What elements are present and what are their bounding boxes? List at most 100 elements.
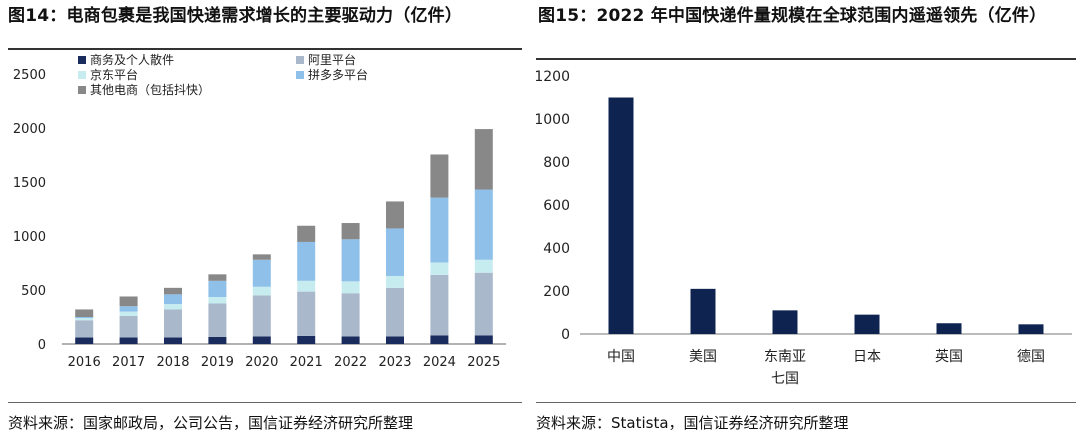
left-bar-segment-2018-s3 — [164, 294, 182, 305]
right-x-tick-label: 德国 — [1017, 349, 1045, 365]
right-y-tick-label: 200 — [543, 284, 570, 300]
right-chart-title: 图15：2022 年中国快递件量规模在全球范围内遥遥领先（亿件） — [538, 6, 1047, 26]
left-x-tick-label: 2022 — [334, 355, 367, 370]
left-bar-segment-2018-s0 — [164, 337, 182, 344]
left-x-tick-label: 2023 — [378, 355, 411, 370]
left-bar-segment-2024-s3 — [430, 197, 449, 263]
right-source-rule — [536, 402, 1076, 403]
right-y-tick-label: 800 — [543, 155, 570, 171]
right-y-tick-label: 400 — [543, 241, 570, 257]
left-legend-swatch-0 — [78, 56, 86, 64]
left-bar-segment-2022-s2 — [341, 281, 360, 294]
left-bar-segment-2024-s2 — [430, 262, 449, 275]
left-bar-segment-2016-s0 — [75, 337, 94, 344]
right-title-rule — [536, 58, 1076, 60]
left-bar-segment-2021-s3 — [297, 241, 316, 281]
left-bar-segment-2017-s2 — [119, 311, 138, 316]
left-x-tick-label: 2021 — [290, 355, 323, 370]
right-bar-东南亚七国 — [772, 310, 798, 334]
left-bar-segment-2023-s4 — [386, 201, 404, 229]
left-y-tick-label: 2500 — [13, 68, 46, 83]
left-legend-label-3: 拼多多平台 — [308, 67, 368, 82]
left-bar-segment-2019-s3 — [208, 280, 227, 298]
left-bar-segment-2024-s0 — [430, 335, 449, 344]
left-x-tick-label: 2020 — [245, 355, 278, 370]
left-bar-segment-2023-s2 — [386, 275, 404, 288]
right-y-tick-label: 600 — [543, 198, 570, 214]
left-bar-segment-2022-s0 — [341, 336, 360, 344]
left-bar-segment-2016-s4 — [75, 309, 94, 317]
left-bar-segment-2020-s4 — [252, 254, 271, 260]
left-stacked-bar-chart: 0 500 1000 1500 2000 2500 2016 2017 2018 2019 2020… — [13, 52, 506, 370]
left-bar-segment-2020-s1 — [252, 295, 271, 337]
right-bar-美国 — [690, 288, 716, 334]
left-bar-segment-2024-s4 — [430, 154, 449, 198]
left-y-tick-label: 2000 — [13, 122, 46, 137]
left-x-tick-label: 2019 — [201, 355, 234, 370]
left-bar-segment-2025-s2 — [474, 259, 493, 273]
left-bar-segment-2022-s1 — [341, 293, 360, 337]
left-bar-segment-2016-s3 — [75, 317, 94, 319]
right-y-tick-label: 1000 — [536, 112, 570, 128]
left-bar-segment-2019-s0 — [208, 336, 227, 344]
left-bar-segment-2020-s3 — [252, 259, 271, 287]
right-x-tick-label: 美国 — [689, 349, 717, 365]
left-title-rule — [8, 48, 522, 50]
left-x-tick-label: 2024 — [423, 355, 456, 370]
left-bar-segment-2021-s1 — [297, 291, 316, 336]
left-bar-segment-2016-s2 — [75, 318, 94, 321]
left-bar-segment-2017-s3 — [119, 306, 138, 312]
left-bar-segment-2017-s1 — [119, 315, 138, 338]
left-bar-segment-2020-s2 — [252, 286, 271, 296]
left-bar-segment-2021-s4 — [297, 225, 316, 242]
left-bar-segment-2019-s2 — [208, 297, 227, 304]
right-y-tick-label: 1200 — [536, 69, 570, 85]
left-bar-segment-2022-s4 — [341, 223, 360, 240]
left-y-tick-label: 1000 — [13, 230, 46, 245]
left-x-tick-label: 2016 — [68, 355, 101, 370]
right-bar-英国 — [936, 323, 962, 334]
left-source-rule — [8, 402, 522, 403]
right-bar-日本 — [854, 314, 880, 334]
left-chart-title: 图14：电商包裹是我国快递需求增长的主要驱动力（亿件） — [8, 6, 463, 26]
left-y-tick-label: 1500 — [13, 176, 46, 191]
left-legend-swatch-1 — [296, 56, 304, 64]
left-legend-label-0: 商务及个人散件 — [90, 52, 174, 67]
left-bar-segment-2024-s1 — [430, 274, 449, 336]
right-source-note: 资料来源：Statista，国信证券经济研究所整理 — [536, 414, 849, 432]
left-bar-segment-2021-s0 — [297, 335, 316, 344]
right-x-tick-label: 日本 — [853, 349, 881, 365]
left-bar-segment-2016-s1 — [75, 320, 94, 338]
left-bar-segment-2025-s4 — [474, 129, 493, 190]
left-bar-segment-2025-s1 — [474, 272, 493, 336]
left-bar-segment-2019-s1 — [208, 303, 227, 337]
left-bar-segment-2017-s4 — [119, 296, 138, 307]
left-bar-segment-2025-s3 — [474, 189, 493, 260]
right-bar-德国 — [1018, 324, 1044, 334]
left-bar-segment-2020-s0 — [252, 336, 271, 344]
right-y-tick-label: 0 — [561, 327, 570, 343]
right-x-tick-label: 中国 — [607, 349, 635, 365]
left-bar-segment-2023-s1 — [386, 287, 404, 337]
left-bar-segment-2022-s3 — [341, 239, 360, 282]
left-x-tick-label: 2025 — [467, 355, 500, 370]
left-chart-panel: 图14：电商包裹是我国快递需求增长的主要驱动力（亿件） 0 500 1000 1500… — [0, 0, 528, 443]
right-chart-panel: 图15：2022 年中国快递件量规模在全球范围内遥遥领先（亿件） 0 200 400… — [536, 0, 1080, 443]
left-legend-swatch-4 — [78, 86, 86, 94]
right-bar-中国 — [608, 97, 634, 334]
left-bar-segment-2018-s4 — [164, 287, 182, 295]
left-y-tick-label: 0 — [38, 338, 46, 353]
left-x-tick-label: 2018 — [156, 355, 189, 370]
left-bar-segment-2018-s2 — [164, 304, 182, 310]
right-bar-chart: 0 200 400 600 800 1000 1200 中国 美国 东南亚七国 日本 英国 德国 — [536, 69, 1072, 387]
right-x-tick-label: 英国 — [935, 348, 963, 365]
left-bar-segment-2018-s1 — [164, 309, 182, 338]
left-bar-segment-2017-s0 — [119, 337, 138, 344]
right-x-tick-label: 东南亚七国 — [764, 349, 806, 387]
left-bar-segment-2019-s4 — [208, 274, 227, 281]
left-bar-segment-2023-s0 — [386, 336, 404, 344]
left-bar-segment-2023-s3 — [386, 228, 404, 276]
left-bar-segment-2025-s0 — [474, 335, 493, 344]
left-legend-label-1: 阿里平台 — [308, 52, 356, 67]
left-legend-label-4: 其他电商（包括抖快） — [90, 82, 210, 97]
